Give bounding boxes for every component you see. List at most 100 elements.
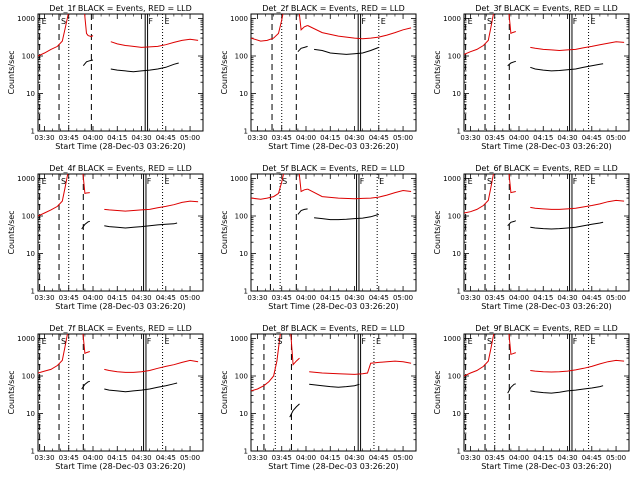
x-tick-label: 03:45 <box>59 454 79 462</box>
marker-label: E <box>468 337 473 346</box>
marker-label: F <box>147 337 152 346</box>
y-axis-label: Counts/sec <box>220 370 229 414</box>
lld-series-line <box>104 359 199 373</box>
marker-label: E <box>591 177 596 186</box>
chart-panel-8: Det_8f BLACK = Events, RED = LLD 1 10 100 10… <box>220 324 417 471</box>
chart-title: Det_6f BLACK = Events, RED = LLD <box>475 164 618 173</box>
x-axis-label: Start Time (28-Dec-03 03:26:20) <box>268 142 399 151</box>
y-tick-label: 100 <box>235 53 248 61</box>
y-axis-label: Counts/sec <box>433 50 442 94</box>
x-tick-label: 04:00 <box>296 454 316 462</box>
lld-series-line <box>38 174 69 217</box>
plot-area <box>251 14 412 131</box>
chart-title: Det_2f BLACK = Events, RED = LLD <box>262 4 405 13</box>
x-tick-label: 03:45 <box>485 454 505 462</box>
plot-area <box>38 334 199 451</box>
chart-title: Det_3f BLACK = Events, RED = LLD <box>475 4 618 13</box>
lld-series-line <box>290 334 300 366</box>
x-tick-label: 05:00 <box>180 294 200 302</box>
x-axis-label: Start Time (28-Dec-03 03:26:20) <box>481 302 612 311</box>
events-series-line <box>297 45 308 53</box>
chart-panel-1: Det_1f BLACK = Events, RED = LLD 1 10 100 10… <box>7 4 204 151</box>
x-tick-label: 04:45 <box>582 134 602 142</box>
events-series-line <box>81 380 90 390</box>
marker-label: E <box>165 177 170 186</box>
x-tick-label: 05:00 <box>606 134 626 142</box>
x-tick-label: 04:30 <box>557 294 577 302</box>
y-tick-label: 100 <box>22 373 35 381</box>
y-tick-label: 1000 <box>443 15 461 23</box>
plot-area <box>464 334 625 451</box>
marker-label: S <box>487 337 492 346</box>
x-tick-label: 04:00 <box>83 454 103 462</box>
lld-series-line <box>298 174 308 193</box>
x-tick-label: 04:15 <box>320 454 340 462</box>
events-series-line <box>530 63 604 72</box>
plot-area <box>251 174 412 291</box>
marker-label: E <box>42 177 47 186</box>
y-tick-label: 1000 <box>443 335 461 343</box>
marker-label: S <box>277 337 282 346</box>
y-tick-label: 100 <box>448 213 461 221</box>
x-axis-label: Start Time (28-Dec-03 03:26:20) <box>268 302 399 311</box>
events-series-line <box>507 220 516 227</box>
lld-series-line <box>464 14 494 55</box>
events-series-line <box>82 59 94 67</box>
lld-series-line <box>508 174 516 194</box>
lld-series-line <box>530 359 625 373</box>
x-tick-label: 04:30 <box>344 134 364 142</box>
x-tick-label: 04:00 <box>296 134 316 142</box>
chart-panel-3: Det_3f BLACK = Events, RED = LLD 1 10 100 10… <box>433 4 630 151</box>
marker-label: F <box>573 177 578 186</box>
x-tick-label: 05:00 <box>180 134 200 142</box>
x-tick-label: 04:15 <box>533 134 553 142</box>
x-tick-label: 04:15 <box>107 454 127 462</box>
x-tick-label: 03:30 <box>460 134 480 142</box>
y-tick-label: 100 <box>235 213 248 221</box>
y-tick-label: 1 <box>31 128 35 136</box>
x-tick-label: 03:30 <box>34 134 54 142</box>
x-tick-label: 04:15 <box>107 134 127 142</box>
x-tick-label: 03:30 <box>247 454 267 462</box>
y-axis-label: Counts/sec <box>220 50 229 94</box>
chart-title: Det_9f BLACK = Events, RED = LLD <box>475 324 618 333</box>
chart-panel-6: Det_6f BLACK = Events, RED = LLD 1 10 100 10… <box>433 164 630 311</box>
plot-area <box>251 334 412 451</box>
x-tick-label: 03:30 <box>247 294 267 302</box>
x-tick-label: 04:30 <box>557 134 577 142</box>
x-tick-label: 04:15 <box>320 294 340 302</box>
lld-series-line <box>298 14 308 31</box>
lld-series-line <box>508 334 516 355</box>
marker-label: E <box>42 337 47 346</box>
x-tick-label: 05:00 <box>606 294 626 302</box>
x-axis-label: Start Time (28-Dec-03 03:26:20) <box>481 142 612 151</box>
marker-label: F <box>361 17 366 26</box>
events-series-line <box>507 60 516 67</box>
plot-area <box>464 14 625 131</box>
marker-label: E <box>468 17 473 26</box>
y-tick-label: 1 <box>31 288 35 296</box>
lld-series-line <box>82 174 90 195</box>
lld-series-line <box>307 25 412 40</box>
chart-panel-5: Det_5f BLACK = Events, RED = LLD 1 10 100 10… <box>220 164 417 311</box>
plot-area <box>38 174 199 291</box>
x-tick-label: 04:30 <box>131 294 151 302</box>
y-tick-label: 10 <box>239 410 248 418</box>
y-tick-label: 1 <box>244 288 248 296</box>
plot-frame <box>463 333 630 452</box>
marker-label: E <box>165 17 170 26</box>
x-tick-label: 04:45 <box>156 134 176 142</box>
x-tick-label: 05:00 <box>180 454 200 462</box>
events-series-line <box>289 403 300 418</box>
y-tick-label: 1000 <box>230 15 248 23</box>
x-tick-label: 05:00 <box>606 454 626 462</box>
x-tick-label: 04:30 <box>344 294 364 302</box>
x-tick-label: 04:15 <box>107 294 127 302</box>
events-series-line <box>507 383 516 394</box>
plot-frame <box>463 173 630 292</box>
y-tick-label: 1000 <box>17 175 35 183</box>
chart-panel-4: Det_4f BLACK = Events, RED = LLD 1 10 100 10… <box>7 164 204 311</box>
plot-frame <box>250 13 417 132</box>
x-tick-label: 04:45 <box>369 454 389 462</box>
